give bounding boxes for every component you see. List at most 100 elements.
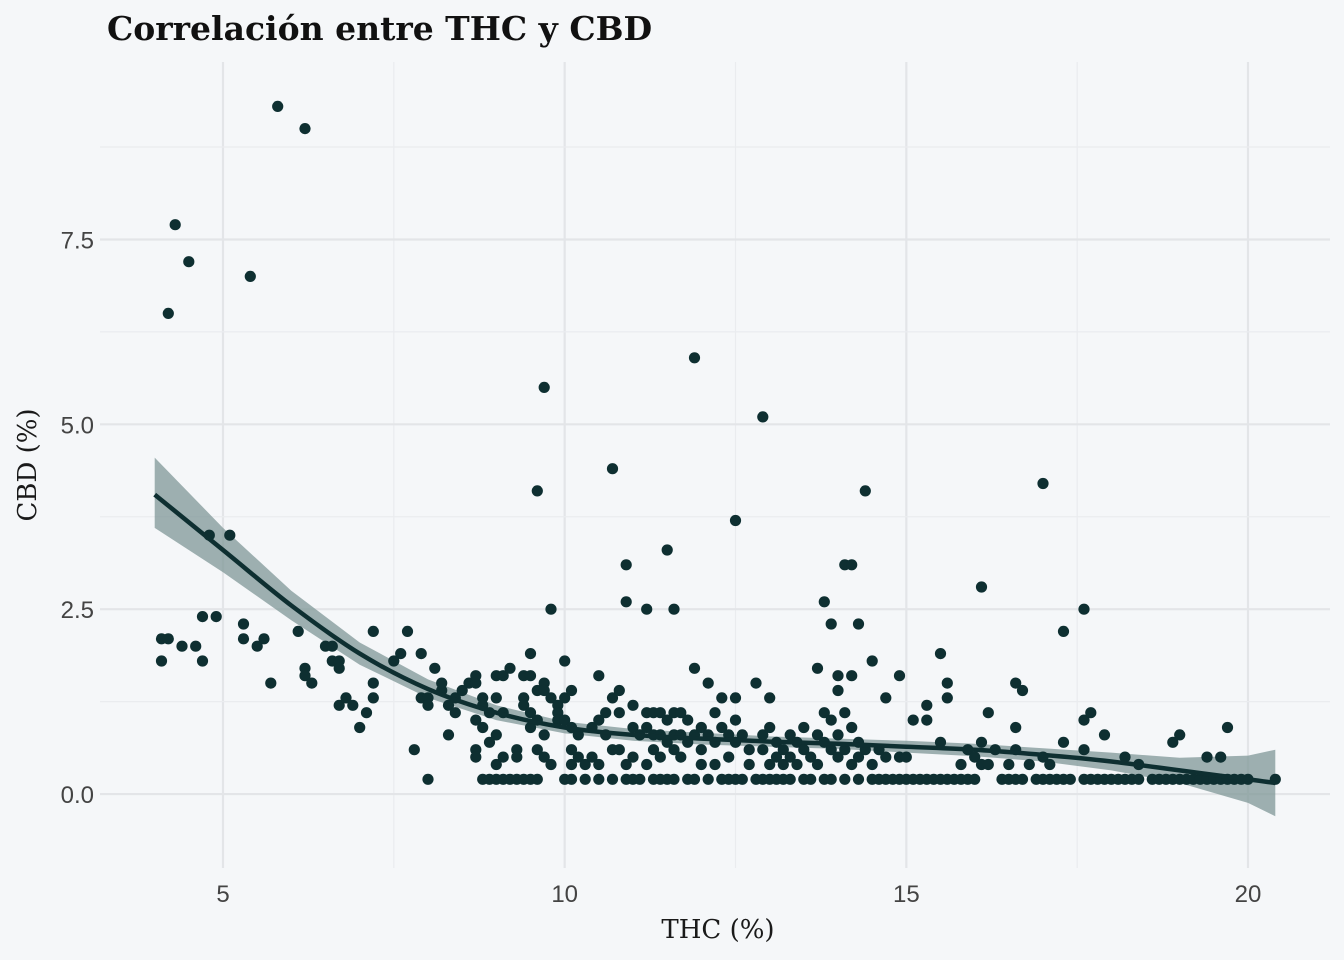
- data-point: [846, 670, 858, 682]
- data-point: [647, 744, 660, 756]
- data-point: [169, 219, 181, 231]
- data-point: [641, 721, 653, 734]
- data-point: [483, 736, 496, 748]
- data-point: [449, 707, 461, 719]
- x-axis-title: THC (%): [661, 915, 774, 945]
- data-point: [579, 758, 591, 771]
- data-point: [627, 699, 639, 711]
- data-point: [969, 751, 981, 763]
- data-point: [729, 714, 742, 726]
- data-point: [743, 744, 755, 756]
- data-point: [299, 123, 311, 135]
- data-point: [1037, 477, 1049, 490]
- data-point: [422, 699, 434, 711]
- data-point: [770, 751, 783, 763]
- data-point: [477, 721, 489, 734]
- data-point: [531, 744, 543, 756]
- data-point: [969, 773, 981, 785]
- data-point: [846, 721, 858, 734]
- data-point: [975, 581, 988, 593]
- data-point: [620, 559, 632, 571]
- data-point: [695, 744, 707, 756]
- data-point: [340, 692, 352, 704]
- data-point: [292, 625, 304, 638]
- chart-title: Correlación entre THC y CBD: [107, 9, 652, 48]
- data-point: [641, 758, 653, 771]
- data-point: [388, 655, 400, 667]
- data-point: [675, 707, 687, 719]
- data-point: [210, 611, 222, 623]
- y-axis-ticks: 0.0 2.5 5.0 7.5: [61, 227, 94, 809]
- data-point: [497, 670, 509, 682]
- data-point: [839, 707, 851, 719]
- data-point: [723, 751, 735, 763]
- data-point: [572, 729, 584, 741]
- data-point: [490, 692, 502, 704]
- data-point: [620, 596, 632, 608]
- data-point: [1010, 721, 1022, 734]
- data-point: [661, 544, 673, 556]
- data-point: [729, 514, 742, 527]
- data-point: [251, 640, 263, 652]
- data-point: [695, 721, 707, 734]
- y-tick-label: 7.5: [61, 227, 94, 254]
- data-point: [825, 714, 837, 726]
- data-point: [921, 699, 933, 711]
- data-point: [1078, 744, 1090, 756]
- data-point: [757, 411, 769, 423]
- data-point: [1167, 736, 1179, 748]
- data-point: [1016, 773, 1029, 785]
- data-point: [565, 684, 578, 697]
- data-point: [545, 692, 557, 704]
- data-point: [593, 773, 605, 785]
- data-point: [1057, 736, 1070, 748]
- data-point: [627, 751, 639, 763]
- data-point: [955, 758, 967, 771]
- data-point: [162, 633, 174, 645]
- data-point: [600, 707, 612, 719]
- x-tick-label: 10: [551, 881, 578, 908]
- data-point: [162, 307, 174, 319]
- data-point: [1174, 729, 1186, 741]
- data-point: [333, 662, 345, 674]
- data-point: [880, 751, 892, 763]
- data-point: [395, 648, 407, 660]
- data-point: [839, 744, 851, 756]
- data-point: [784, 751, 796, 763]
- data-point: [921, 714, 933, 726]
- data-point: [627, 721, 639, 734]
- data-point: [907, 714, 919, 726]
- data-point: [654, 751, 666, 763]
- data-point: [818, 596, 830, 608]
- data-point: [688, 662, 701, 674]
- data-point: [606, 773, 619, 785]
- data-point: [716, 721, 728, 734]
- data-point: [538, 381, 550, 393]
- data-point: [613, 744, 625, 756]
- data-point: [702, 677, 714, 689]
- data-point: [1201, 751, 1213, 763]
- data-point: [299, 670, 311, 682]
- grid: [100, 62, 1330, 868]
- data-point: [975, 736, 988, 748]
- data-point: [866, 655, 878, 667]
- data-point: [1003, 758, 1015, 771]
- data-point: [367, 692, 379, 704]
- data-point: [832, 729, 844, 741]
- data-point: [442, 699, 455, 711]
- data-point: [367, 677, 379, 689]
- data-point: [545, 758, 557, 771]
- data-point: [934, 736, 947, 748]
- trend-line: [153, 492, 1276, 786]
- data-point: [805, 751, 817, 763]
- data-point: [900, 751, 912, 763]
- data-point: [859, 485, 871, 497]
- y-tick-label: 5.0: [61, 412, 94, 439]
- data-point: [852, 773, 865, 785]
- data-point: [743, 758, 755, 771]
- data-point: [606, 692, 619, 704]
- data-point: [832, 751, 844, 763]
- data-point: [1016, 684, 1029, 697]
- data-point: [531, 485, 543, 497]
